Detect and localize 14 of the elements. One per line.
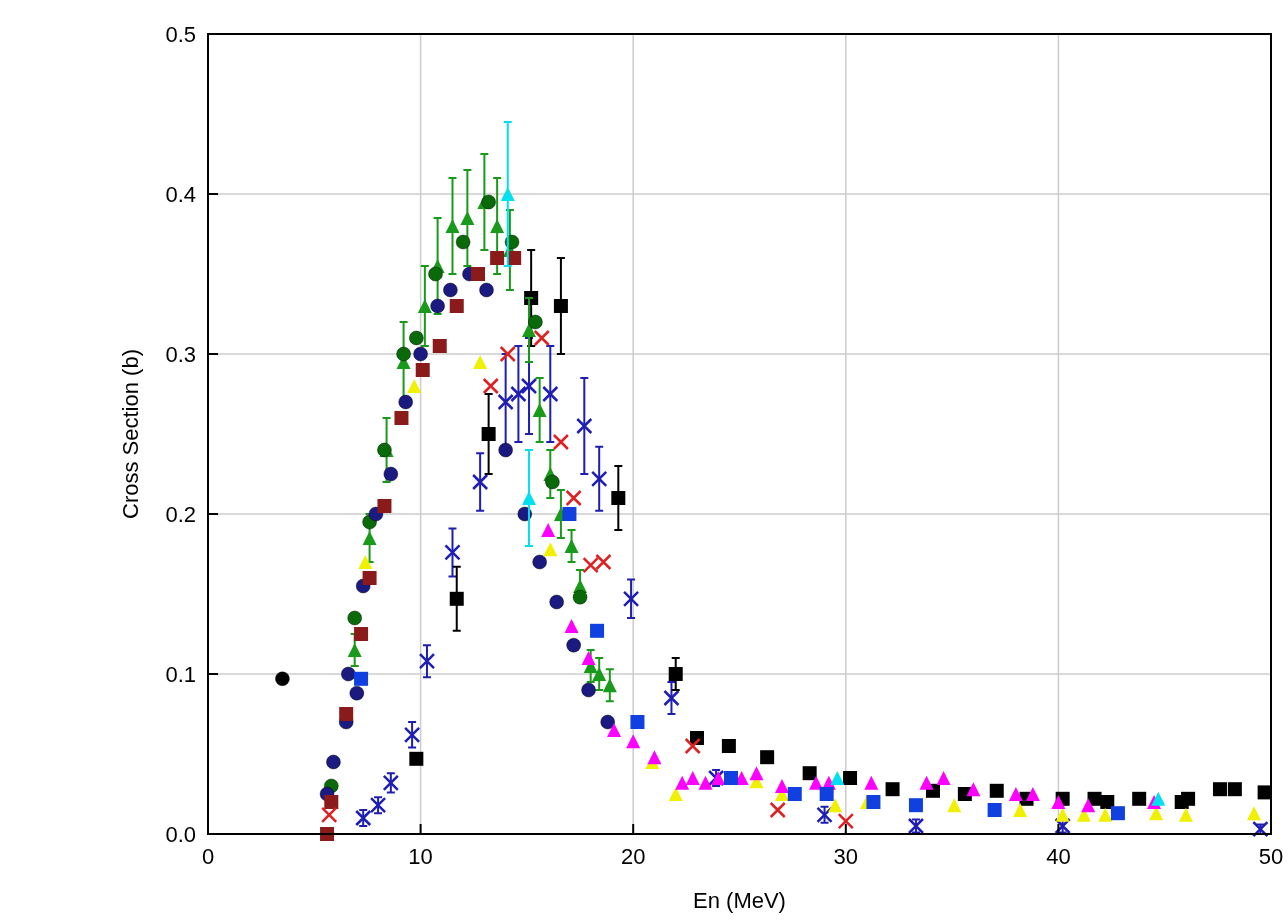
y-tick-label: 0.0 bbox=[165, 822, 196, 847]
x-tick-label: 10 bbox=[408, 844, 433, 869]
x-tick-label: 50 bbox=[1258, 844, 1284, 869]
y-axis-title: Cross Section (b) bbox=[118, 349, 143, 519]
x-axis-title: En (MeV) bbox=[693, 888, 786, 913]
x-tick-label: 20 bbox=[620, 844, 646, 869]
y-tick-label: 0.4 bbox=[165, 182, 196, 207]
x-tick-label: 30 bbox=[833, 844, 859, 869]
y-tick-label: 0.1 bbox=[165, 662, 196, 687]
x-tick-label: 0 bbox=[201, 844, 215, 869]
y-tick-label: 0.5 bbox=[165, 22, 196, 47]
x-tick-label: 40 bbox=[1046, 844, 1071, 869]
y-tick-label: 0.3 bbox=[165, 342, 196, 367]
y-tick-label: 0.2 bbox=[165, 502, 196, 527]
